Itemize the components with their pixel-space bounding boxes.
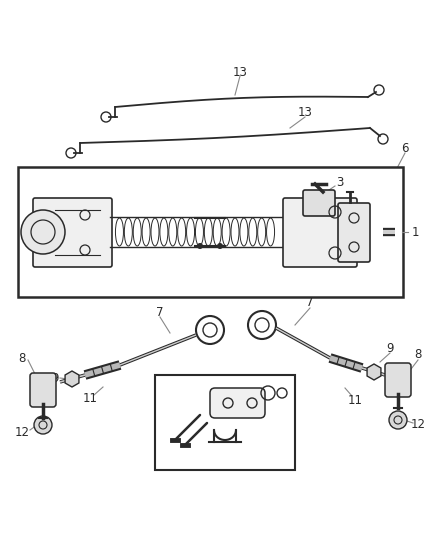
Text: 9: 9 (51, 372, 59, 384)
Circle shape (217, 243, 223, 249)
FancyBboxPatch shape (283, 198, 357, 267)
FancyBboxPatch shape (338, 203, 370, 262)
Circle shape (389, 411, 407, 429)
Text: 13: 13 (297, 107, 312, 119)
Text: 9: 9 (386, 342, 394, 354)
FancyBboxPatch shape (385, 363, 411, 397)
Text: 7: 7 (306, 296, 314, 310)
FancyBboxPatch shape (33, 198, 112, 267)
Text: 8: 8 (18, 351, 26, 365)
Text: 7: 7 (156, 305, 164, 319)
Text: 12: 12 (410, 418, 425, 432)
Circle shape (34, 416, 52, 434)
Text: 13: 13 (233, 66, 247, 78)
Bar (18, 167, 403, 297)
Text: 8: 8 (414, 349, 422, 361)
Text: 3: 3 (336, 176, 344, 190)
Text: 1: 1 (411, 225, 419, 238)
Bar (155, 375, 295, 470)
Text: 11: 11 (82, 392, 98, 405)
FancyBboxPatch shape (30, 373, 56, 407)
Circle shape (21, 210, 65, 254)
FancyBboxPatch shape (210, 388, 265, 418)
Text: 6: 6 (401, 141, 409, 155)
FancyBboxPatch shape (303, 190, 335, 216)
Circle shape (197, 243, 203, 249)
Text: 11: 11 (347, 393, 363, 407)
Text: 2: 2 (273, 443, 281, 456)
Text: 12: 12 (14, 425, 29, 439)
